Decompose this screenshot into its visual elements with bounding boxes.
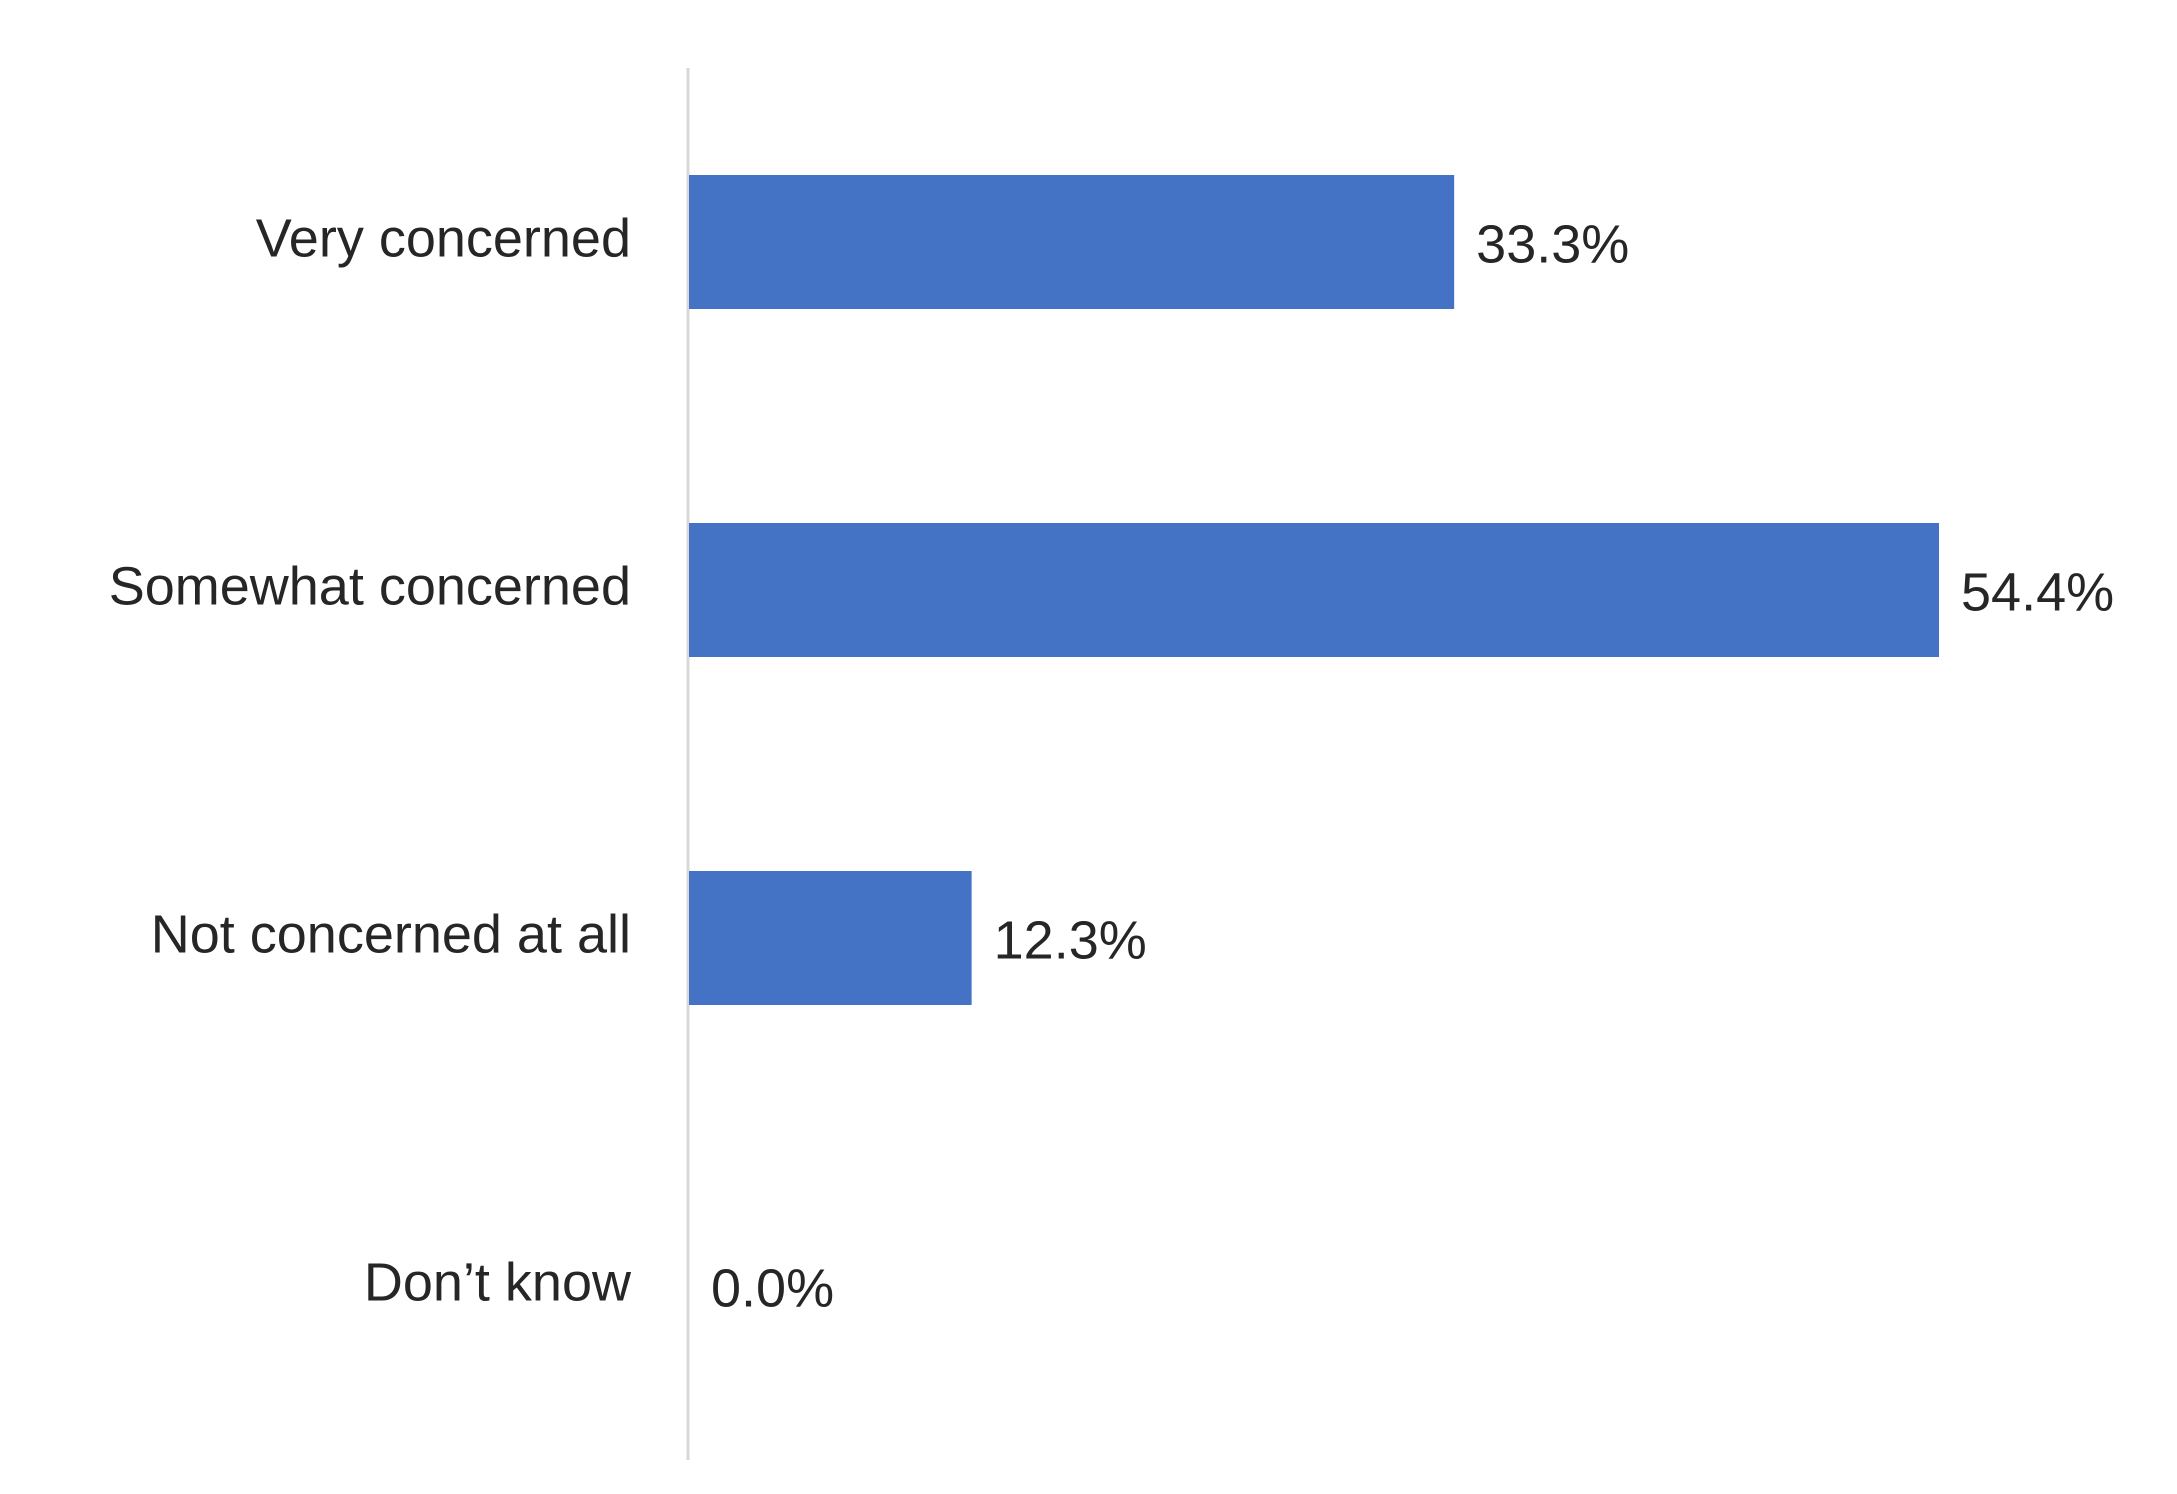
category-label-2: Not concerned at all (151, 904, 631, 964)
bars-group (689, 175, 1939, 1005)
bar-2 (689, 871, 972, 1005)
category-labels-group: Very concerned Somewhat concerned Not conc… (109, 208, 632, 1312)
category-label-3: Don’t know (364, 1252, 632, 1312)
value-label-1: 54.4% (1961, 562, 2114, 622)
category-label-0: Very concerned (256, 208, 631, 268)
value-label-0: 33.3% (1476, 214, 1629, 274)
bar-0 (689, 175, 1455, 309)
bar-1 (689, 523, 1939, 657)
value-label-2: 12.3% (994, 910, 1147, 970)
category-label-1: Somewhat concerned (109, 556, 631, 616)
value-label-3: 0.0% (711, 1258, 834, 1318)
value-labels-group: 33.3% 54.4% 12.3% 0.0% (711, 214, 2114, 1318)
